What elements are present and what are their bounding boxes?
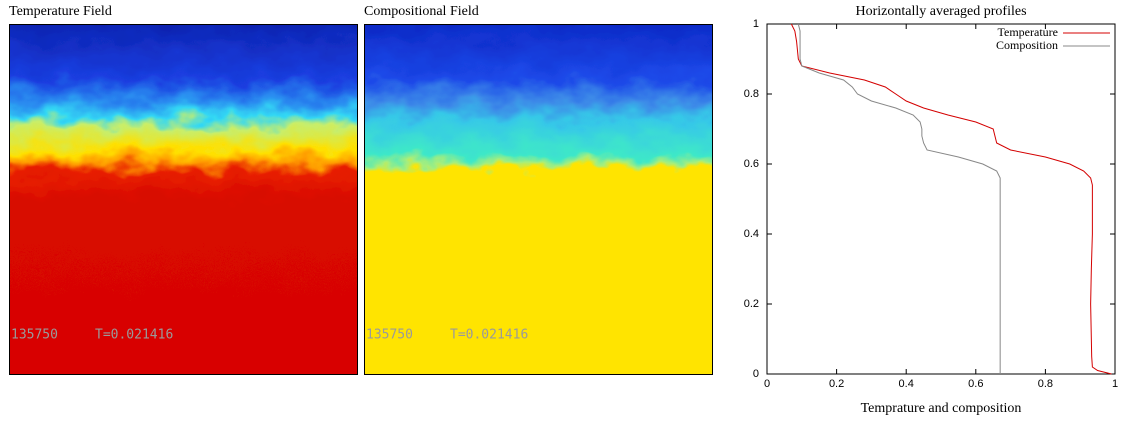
x-tick-label: 0.8 [1038,378,1053,390]
x-tick-label: 0.4 [899,378,914,390]
chart-title: Horizontally averaged profiles [855,4,1026,19]
panel-title: Compositional Field [364,4,479,19]
overlay-step: 135750 [366,328,413,343]
profile-line [790,23,1112,375]
x-axis-label: Temprature and composition [861,401,1022,416]
overlay-step: 135750 [11,328,58,343]
y-tick-label: 0.4 [744,228,759,240]
y-tick-label: 0.6 [744,158,759,170]
overlay-time: T=0.021416 [95,328,173,343]
x-tick-label: 1 [1112,378,1118,390]
temperature-field [10,25,357,374]
y-tick-label: 0.2 [744,298,759,310]
y-tick-label: 0.8 [744,88,759,100]
legend-label: Composition [996,38,1058,52]
x-tick-label: 0.6 [968,378,983,390]
composition-field [365,25,712,374]
legend-label: Temperature [998,25,1058,39]
profile-line [797,23,1001,374]
y-tick-label: 1 [753,18,759,30]
panel-title: Temperature Field [9,4,112,19]
y-tick-label: 0 [753,368,759,380]
x-tick-label: 0 [764,378,770,390]
overlay-time: T=0.021416 [450,328,528,343]
x-tick-label: 0.2 [829,378,844,390]
plot-frame [766,23,1116,375]
